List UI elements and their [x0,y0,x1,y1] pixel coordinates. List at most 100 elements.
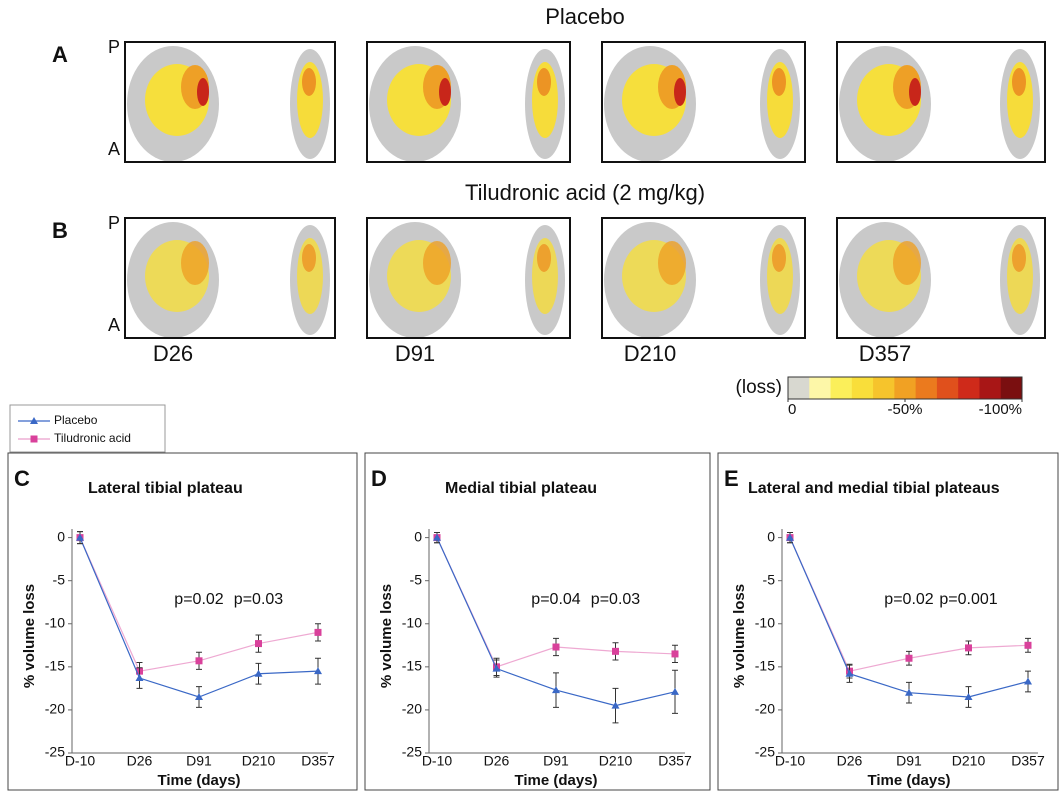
colorbar-cell [852,377,874,399]
chart-title: Lateral tibial plateau [88,480,243,497]
y-tick-label: -5 [763,571,776,587]
x-tick-label: D357 [658,753,692,769]
marker [255,640,262,647]
timepoint-label: D26 [153,341,193,366]
colorbar-cell [937,377,959,399]
colorbar-tick-label: 0 [788,401,796,418]
y-axis-label: % volume loss [731,584,748,688]
timepoint-label: D357 [859,341,912,366]
heatmap-blob [423,241,451,285]
x-tick-label: D26 [484,753,510,769]
heatmap [837,42,1045,162]
y-axis-label: % volume loss [378,584,395,688]
chart: C Lateral tibial plateau 0 -5 -10 -15 -20 -25D-… [8,453,357,790]
y-tick-label: -25 [755,744,775,760]
y-tick-label: -15 [45,658,65,674]
heatmap-blob [1012,68,1026,96]
x-tick-label: D357 [301,753,335,769]
heatmap-blob [909,78,921,106]
timepoint-label: D210 [624,341,677,366]
heatmap [125,218,335,338]
colorbar-tick-label: -50% [887,401,922,418]
heatmap [602,218,805,338]
heatmap-blob [302,244,316,272]
p-value: p=0.03 [234,591,283,608]
marker [1024,677,1032,684]
marker [612,648,619,655]
x-axis-label: Time (days) [157,772,240,789]
x-axis-label: Time (days) [514,772,597,789]
y-tick-label: -15 [755,658,775,674]
x-tick-label: D210 [599,753,633,769]
x-tick-label: D91 [186,753,212,769]
y-tick-label: 0 [767,528,775,544]
x-tick-label: D91 [543,753,569,769]
panel-letter: D [371,466,387,491]
colorbar-cell [809,377,831,399]
legend-label: Tiludronic acid [54,431,131,445]
heatmap-blob [893,241,921,285]
x-tick-label: D210 [952,753,986,769]
heatmap [125,42,335,162]
y-tick-label: -5 [410,571,423,587]
marker [671,688,679,695]
marker [314,667,322,674]
x-tick-label: D-10 [65,753,96,769]
marker [315,629,322,636]
p-value: p=0.02 [884,591,933,608]
timepoint-label: D91 [395,341,435,366]
x-axis-label: Time (days) [867,772,950,789]
y-tick-label: 0 [57,528,65,544]
chart: E Lateral and medial tibial plateaus 0 -5 -1… [718,453,1058,790]
figure: PlaceboAPALMTiludronic acid (2 mg/kg)BPA… [0,0,1062,794]
x-tick-label: D91 [896,753,922,769]
orientation-label: A [108,315,120,335]
colorbar-label: (loss) [736,377,782,398]
heatmap-blob [537,244,551,272]
colorbar-cell [979,377,1001,399]
heatmap [367,218,570,338]
y-tick-label: -5 [53,571,66,587]
y-tick-label: -10 [402,614,422,630]
p-value: p=0.03 [591,591,640,608]
marker [965,644,972,651]
row-title: Tiludronic acid (2 mg/kg) [465,180,705,205]
heatmap-blob [674,78,686,106]
x-tick-label: D-10 [775,753,806,769]
colorbar-cell [958,377,980,399]
y-tick-label: -10 [45,614,65,630]
p-value: p=0.001 [939,591,997,608]
x-tick-label: D357 [1011,753,1045,769]
panel-letter: C [14,466,30,491]
y-tick-label: -25 [45,744,65,760]
heatmap-blob [439,78,451,106]
orientation-label: P [108,213,120,233]
colorbar-cell [831,377,853,399]
heatmap-blob [302,68,316,96]
heatmap [602,42,805,162]
panel-letter: E [724,466,739,491]
marker [31,436,38,443]
marker [672,650,679,657]
heatmap-blob [537,68,551,96]
marker [1025,642,1032,649]
heatmap [837,218,1045,338]
x-tick-label: D210 [242,753,276,769]
colorbar-cell [894,377,916,399]
p-value: p=0.02 [174,591,223,608]
x-tick-label: D26 [127,753,153,769]
y-tick-label: 0 [414,528,422,544]
colorbar-cell [1001,377,1023,399]
marker [136,674,144,681]
y-tick-label: -20 [755,701,775,717]
y-tick-label: -20 [45,701,65,717]
legend-label: Placebo [54,413,98,427]
chart-title: Medial tibial plateau [445,480,597,497]
x-tick-label: D-10 [422,753,453,769]
chart-title: Lateral and medial tibial plateaus [748,480,1000,497]
marker [906,655,913,662]
heatmap-blob [772,68,786,96]
heatmap-blob [197,78,209,106]
y-axis-label: % volume loss [21,584,38,688]
